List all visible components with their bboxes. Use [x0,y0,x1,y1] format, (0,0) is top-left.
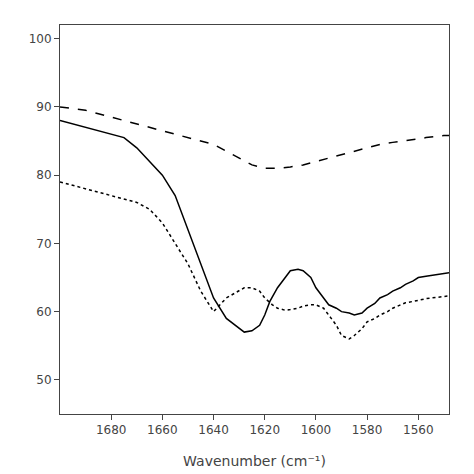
svg-text:1680: 1680 [96,423,127,437]
svg-text:1640: 1640 [198,423,229,437]
svg-text:Wavenumber (cm⁻¹): Wavenumber (cm⁻¹) [183,453,326,469]
svg-text:80: 80 [36,168,51,182]
svg-text:60: 60 [36,305,51,319]
svg-text:1660: 1660 [147,423,178,437]
svg-text:70: 70 [36,237,51,251]
svg-text:1620: 1620 [249,423,280,437]
svg-text:1600: 1600 [301,423,332,437]
svg-text:1580: 1580 [352,423,383,437]
svg-text:100: 100 [29,32,52,46]
svg-text:50: 50 [36,373,51,387]
svg-text:90: 90 [36,100,51,114]
svg-text:1560: 1560 [403,423,434,437]
